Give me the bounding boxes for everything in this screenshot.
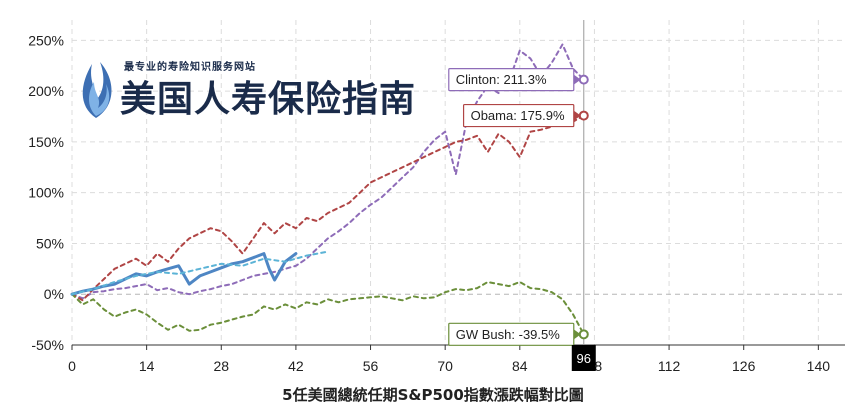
series-line-clinton bbox=[71, 43, 585, 300]
crosshair-label: 96 bbox=[577, 351, 591, 366]
tooltip-label: Obama: 175.9% bbox=[471, 108, 565, 123]
tooltip-pointer bbox=[573, 74, 581, 85]
flame-logo-icon bbox=[82, 62, 112, 118]
tooltip-label: Clinton: 211.3% bbox=[456, 72, 547, 87]
watermark-logo: 最专业的寿险知识服务网站 美国人寿保险指南 bbox=[76, 56, 436, 120]
series-point-marker bbox=[578, 110, 589, 121]
tooltip-label: GW Bush: -39.5% bbox=[456, 327, 560, 342]
y-tick-label: 200% bbox=[28, 83, 64, 99]
chart-title: 5任美國總統任期S&P500指數漲跌幅對比圖 bbox=[282, 386, 584, 404]
y-tick-label: 150% bbox=[28, 134, 64, 150]
y-tick-label: 50% bbox=[36, 235, 64, 251]
series-line-biden bbox=[71, 250, 329, 296]
tooltip-pointer bbox=[573, 329, 581, 340]
series-line-gw-bush bbox=[71, 281, 585, 336]
logo-name: 美国人寿保险指南 bbox=[120, 79, 417, 120]
logo-subtitle: 最专业的寿险知识服务网站 bbox=[124, 62, 256, 73]
x-tick-label: 0 bbox=[68, 358, 76, 374]
x-tick-label: 140 bbox=[807, 358, 831, 374]
y-tick-label: -50% bbox=[31, 337, 64, 353]
x-tick-label: 112 bbox=[658, 358, 681, 374]
x-tick-label: 126 bbox=[732, 358, 756, 374]
x-tick-label: 56 bbox=[363, 358, 379, 374]
x-tick-label: 84 bbox=[512, 358, 528, 374]
y-tick-label: 250% bbox=[28, 32, 64, 48]
series-point-marker bbox=[578, 329, 589, 340]
x-tick-label: 14 bbox=[139, 358, 155, 374]
x-tick-label: 42 bbox=[288, 358, 304, 374]
tooltip-pointer bbox=[573, 110, 581, 121]
series-point-marker bbox=[578, 74, 589, 85]
series-line-obama bbox=[71, 114, 585, 302]
y-tick-label: 100% bbox=[28, 185, 64, 201]
y-tick-label: 0% bbox=[44, 286, 64, 302]
x-tick-label: 28 bbox=[213, 358, 229, 374]
crosshair-label-box bbox=[571, 345, 596, 371]
x-tick-label: 70 bbox=[437, 358, 453, 374]
